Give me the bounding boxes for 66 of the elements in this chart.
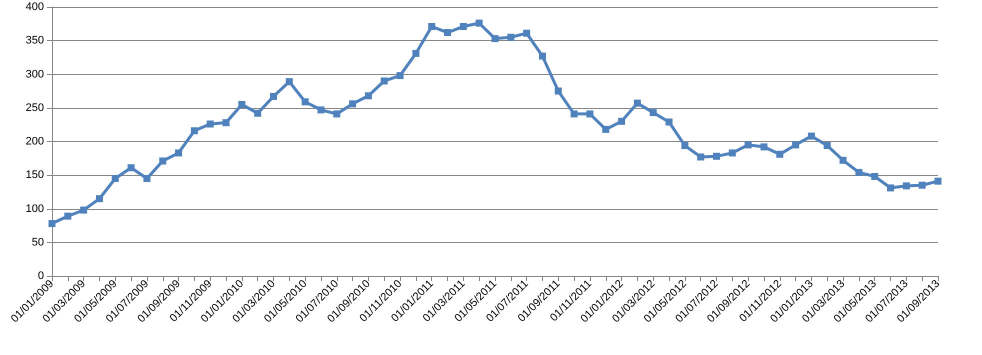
- point: [96, 195, 103, 202]
- point: [713, 152, 720, 160]
- y-tick-label: 250: [26, 102, 44, 114]
- point: [286, 78, 293, 86]
- point: [460, 23, 467, 30]
- point: [64, 212, 72, 220]
- point: [444, 29, 452, 36]
- point: [48, 220, 56, 228]
- point: [128, 164, 135, 172]
- point: [492, 35, 498, 42]
- y-tick-label: 150: [26, 169, 44, 182]
- point: [206, 120, 214, 128]
- point: [80, 206, 88, 214]
- y-tick-label: 400: [26, 1, 44, 13]
- point: [349, 100, 356, 108]
- point: [887, 184, 894, 192]
- point: [871, 172, 878, 180]
- point: [270, 92, 277, 100]
- point: [254, 110, 262, 117]
- point: [317, 106, 324, 114]
- point: [143, 174, 150, 182]
- y-tick-label: 50: [32, 236, 44, 248]
- y-tick-label: 350: [26, 34, 44, 47]
- point: [776, 150, 784, 158]
- point: [744, 141, 752, 148]
- point: [570, 110, 578, 118]
- y-tick-label: 300: [26, 68, 44, 80]
- point: [792, 141, 800, 148]
- point: [728, 149, 736, 156]
- point: [554, 88, 562, 95]
- point: [412, 50, 420, 57]
- point: [918, 182, 926, 189]
- point: [697, 153, 704, 160]
- point: [650, 109, 657, 116]
- point: [507, 34, 514, 41]
- point: [523, 30, 530, 37]
- point: [934, 178, 942, 185]
- point: [538, 52, 546, 60]
- point: [175, 149, 182, 156]
- point: [302, 98, 309, 106]
- point: [238, 101, 246, 108]
- point: [112, 174, 119, 182]
- point: [618, 118, 626, 125]
- point: [824, 142, 831, 150]
- point: [760, 143, 768, 150]
- point: [364, 92, 372, 100]
- y-tick-label: 0: [38, 270, 44, 282]
- point: [681, 142, 688, 150]
- point: [476, 20, 483, 27]
- point: [840, 156, 847, 164]
- point: [380, 77, 388, 84]
- point: [190, 127, 198, 134]
- point: [855, 168, 862, 176]
- y-tick-label: 200: [26, 136, 44, 148]
- point: [602, 126, 610, 133]
- y-tick-label: 100: [26, 202, 44, 215]
- point: [159, 158, 166, 165]
- point: [902, 182, 910, 190]
- point: [333, 110, 340, 118]
- point: [222, 119, 230, 126]
- point: [396, 72, 404, 80]
- point: [586, 110, 594, 118]
- point: [808, 132, 815, 140]
- point: [634, 100, 641, 107]
- point: [428, 23, 436, 30]
- point: [666, 118, 673, 126]
